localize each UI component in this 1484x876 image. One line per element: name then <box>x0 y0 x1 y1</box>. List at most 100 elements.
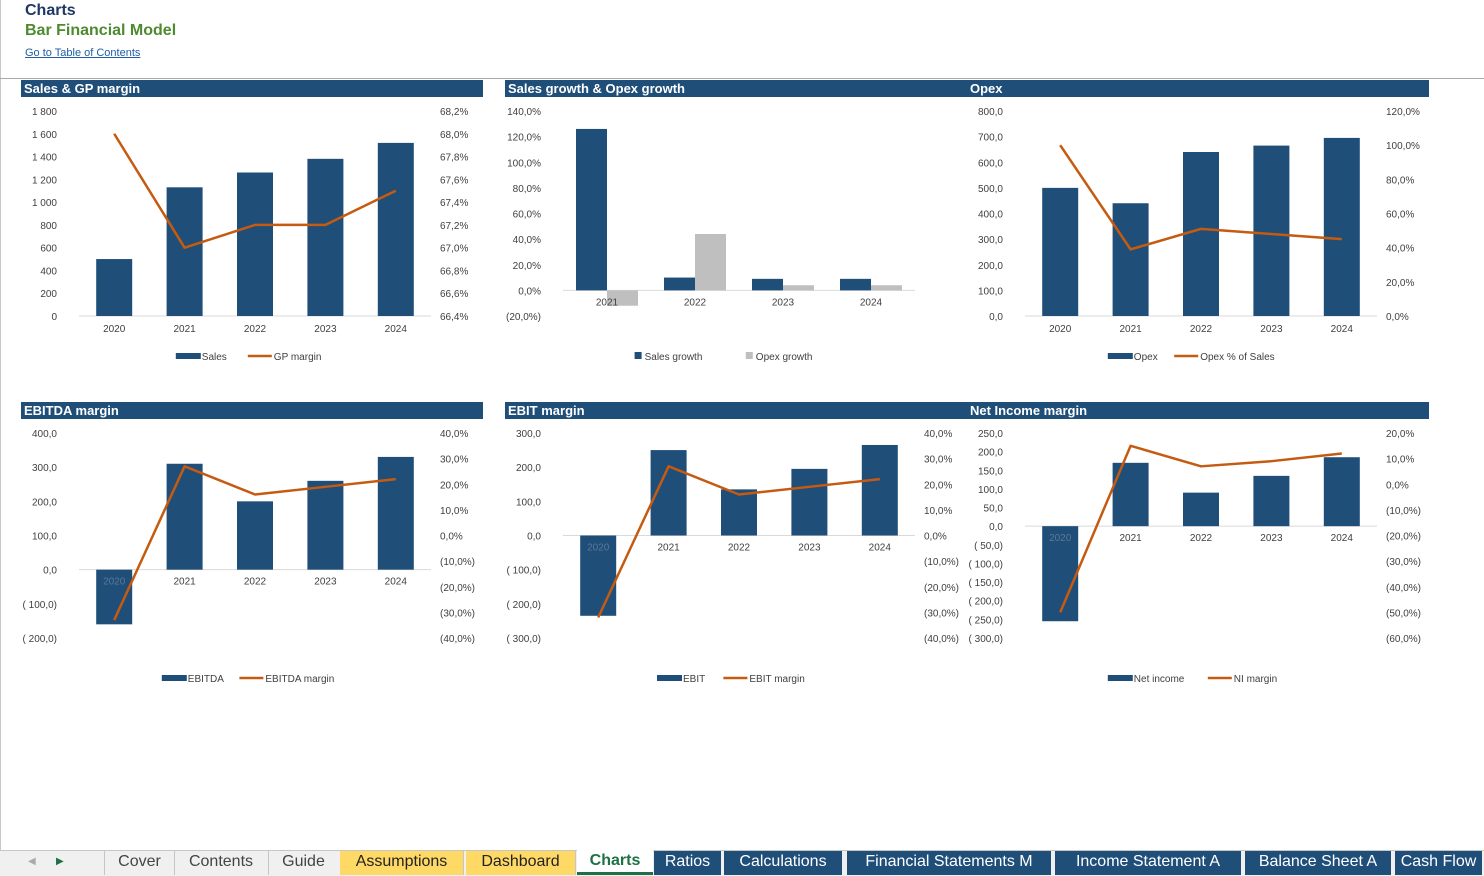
y-axis-tick-label: 600 <box>40 244 57 255</box>
tab-income-statement-a[interactable]: Income Statement A <box>1055 851 1243 875</box>
legend-label: Opex % of Sales <box>1200 352 1274 363</box>
y2-axis-tick-label: 67,6% <box>440 175 468 186</box>
y2-axis-tick-label: 120,0% <box>1386 107 1420 118</box>
tab-balance-sheet-a[interactable]: Balance Sheet A <box>1245 851 1393 875</box>
tab-calculations[interactable]: Calculations <box>724 851 844 875</box>
bar-opex <box>1042 187 1079 316</box>
y-axis-tick-label: 0 <box>51 312 57 323</box>
y2-axis-tick-label: 67,2% <box>440 221 468 232</box>
bar-ebit <box>580 535 617 616</box>
chart-svg: 400,0 300,0 200,0 100,0 0,0 ( 100,0) ( 200,0) 4… <box>23 429 475 685</box>
y2-axis-tick-label: (40,0%) <box>924 634 959 645</box>
bar-opex <box>1112 203 1149 316</box>
x-axis-category-label: 2021 <box>1119 533 1142 544</box>
y-axis-tick-label: 140,0% <box>507 107 541 118</box>
tab-dashboard[interactable]: Dashboard <box>466 851 576 875</box>
y-axis-tick-label: 40,0% <box>513 235 541 246</box>
y2-axis-tick-label: 0,0% <box>924 532 947 543</box>
y2-axis-tick-label: (10,0%) <box>1386 506 1421 517</box>
line-ni-margin <box>1059 444 1342 613</box>
y2-axis-tick-label: 100,0% <box>1386 141 1420 152</box>
y2-axis-tick-label: 66,4% <box>440 312 468 323</box>
y-axis-tick-label: 150,0 <box>978 466 1003 477</box>
tab-contents[interactable]: Contents <box>174 851 267 875</box>
y-axis-tick-label: ( 100,0) <box>23 600 57 611</box>
y-axis-tick-label: ( 300,0) <box>969 634 1003 645</box>
y2-axis-tick-label: 68,2% <box>440 107 468 118</box>
y-axis-tick-label: 60,0% <box>513 210 541 221</box>
legend-label: Sales growth <box>645 352 703 363</box>
chart-svg: 300,0 200,0 100,0 0,0 ( 100,0) ( 200,0) ( 300,… <box>507 429 959 685</box>
tab-scroll-left-icon[interactable]: ◀ <box>28 856 36 867</box>
bar-sales <box>166 187 203 316</box>
legend-label: EBITDA <box>188 674 224 685</box>
y2-axis-tick-label: (50,0%) <box>1386 608 1421 619</box>
y-axis-tick-label: 0,0 <box>989 312 1003 323</box>
y-axis-tick-label: ( 100,0) <box>969 559 1003 570</box>
y-axis-tick-label: (20,0%) <box>506 312 541 323</box>
toc-link[interactable]: Go to Table of Contents <box>25 47 141 59</box>
y2-axis-tick-label: 60,0% <box>1386 210 1414 221</box>
bar-opex <box>1183 152 1219 316</box>
x-axis-category-label: 2022 <box>728 543 751 554</box>
x-axis-category-label: 2024 <box>1331 324 1354 335</box>
chart-ebit[interactable]: EBIT margin 300,0 200,0 100,0 0,0 ( 100,0) ( 2… <box>505 402 967 692</box>
x-axis-category-label: 2020 <box>587 543 610 554</box>
y-axis-tick-label: 600,0 <box>978 158 1003 169</box>
bar-sales <box>377 142 414 316</box>
y-axis-tick-label: 800,0 <box>978 107 1003 118</box>
y2-axis-tick-label: 67,8% <box>440 153 468 164</box>
y-axis-tick-label: ( 150,0) <box>969 578 1003 589</box>
chart-title: Sales growth & Opex growth <box>505 80 967 97</box>
chart-sales[interactable]: Sales & GP margin 1 800 1 600 1 400 1 200 1 0… <box>21 80 483 370</box>
bar-net-income <box>1042 526 1079 622</box>
legend-bar-swatch <box>1107 353 1133 359</box>
chart-svg: 250,0 200,0 150,0 100,0 50,0 0,0 ( 50,0) ( 100,… <box>969 429 1421 685</box>
y2-axis-tick-label: 67,0% <box>440 244 468 255</box>
chart-ni[interactable]: Net Income margin 250,0 200,0 150,0 100,0 50,… <box>967 402 1429 692</box>
bar-sales-growth <box>840 278 871 291</box>
chart-growth[interactable]: Sales growth & Opex growth 140,0% 120,0% 10… <box>505 80 967 370</box>
chart-title: Opex <box>967 80 1429 97</box>
bar-ebitda <box>307 480 344 570</box>
y2-axis-tick-label: 0,0% <box>1386 312 1409 323</box>
x-axis-category-label: 2022 <box>244 324 267 335</box>
tab-ratios[interactable]: Ratios <box>654 851 723 875</box>
x-axis-category-label: 2024 <box>385 324 408 335</box>
chart-ebitda[interactable]: EBITDA margin 400,0 300,0 200,0 100,0 0,0 ( 10… <box>21 402 483 692</box>
tab-assumptions[interactable]: Assumptions <box>340 851 464 875</box>
y-axis-tick-label: 100,0 <box>32 532 57 543</box>
y-axis-tick-label: ( 250,0) <box>969 615 1003 626</box>
y-axis-tick-label: 120,0% <box>507 133 541 144</box>
tab-charts[interactable]: Charts <box>577 850 653 875</box>
chart-opex[interactable]: Opex 800,0 700,0 600,0 500,0 400,0 300,0 200,0 1… <box>967 80 1429 370</box>
worksheet-area: Charts Bar Financial Model Go to Table o… <box>0 0 1484 850</box>
tab-scroll-right-icon[interactable]: ▶ <box>56 856 64 867</box>
bar-sales <box>96 259 133 316</box>
bar-opex-growth <box>695 234 726 291</box>
x-axis-category-label: 2021 <box>1119 324 1142 335</box>
y2-axis-tick-label: 30,0% <box>440 455 468 466</box>
x-axis-category-label: 2022 <box>1190 533 1213 544</box>
line-opex-pct-of-sales <box>1059 144 1342 251</box>
bar-ebitda <box>96 569 133 625</box>
y2-axis-tick-label: (10,0%) <box>924 557 959 568</box>
y-axis-tick-label: 200,0 <box>516 463 541 474</box>
tab-cover[interactable]: Cover <box>104 851 174 875</box>
y2-axis-tick-label: 10,0% <box>1386 455 1414 466</box>
tab-financial-statements-m[interactable]: Financial Statements M <box>847 851 1053 875</box>
y-axis-tick-label: 1 400 <box>32 153 57 164</box>
legend-label: EBIT <box>683 674 705 685</box>
tab-guide[interactable]: Guide <box>268 851 338 875</box>
x-axis-category-label: 2021 <box>173 577 196 588</box>
y-axis-tick-label: 100,0 <box>516 497 541 508</box>
bar-sales-growth <box>576 128 607 291</box>
tab-cash-flow[interactable]: Cash Flow <box>1395 851 1484 875</box>
bar-sales-growth <box>664 277 695 291</box>
bar-opex <box>1253 145 1290 316</box>
y2-axis-tick-label: (20,0%) <box>440 583 475 594</box>
legend-label: GP margin <box>274 352 322 363</box>
x-axis-category-label: 2023 <box>314 577 337 588</box>
y2-axis-tick-label: (60,0%) <box>1386 634 1421 645</box>
y-axis-tick-label: 80,0% <box>513 184 541 195</box>
